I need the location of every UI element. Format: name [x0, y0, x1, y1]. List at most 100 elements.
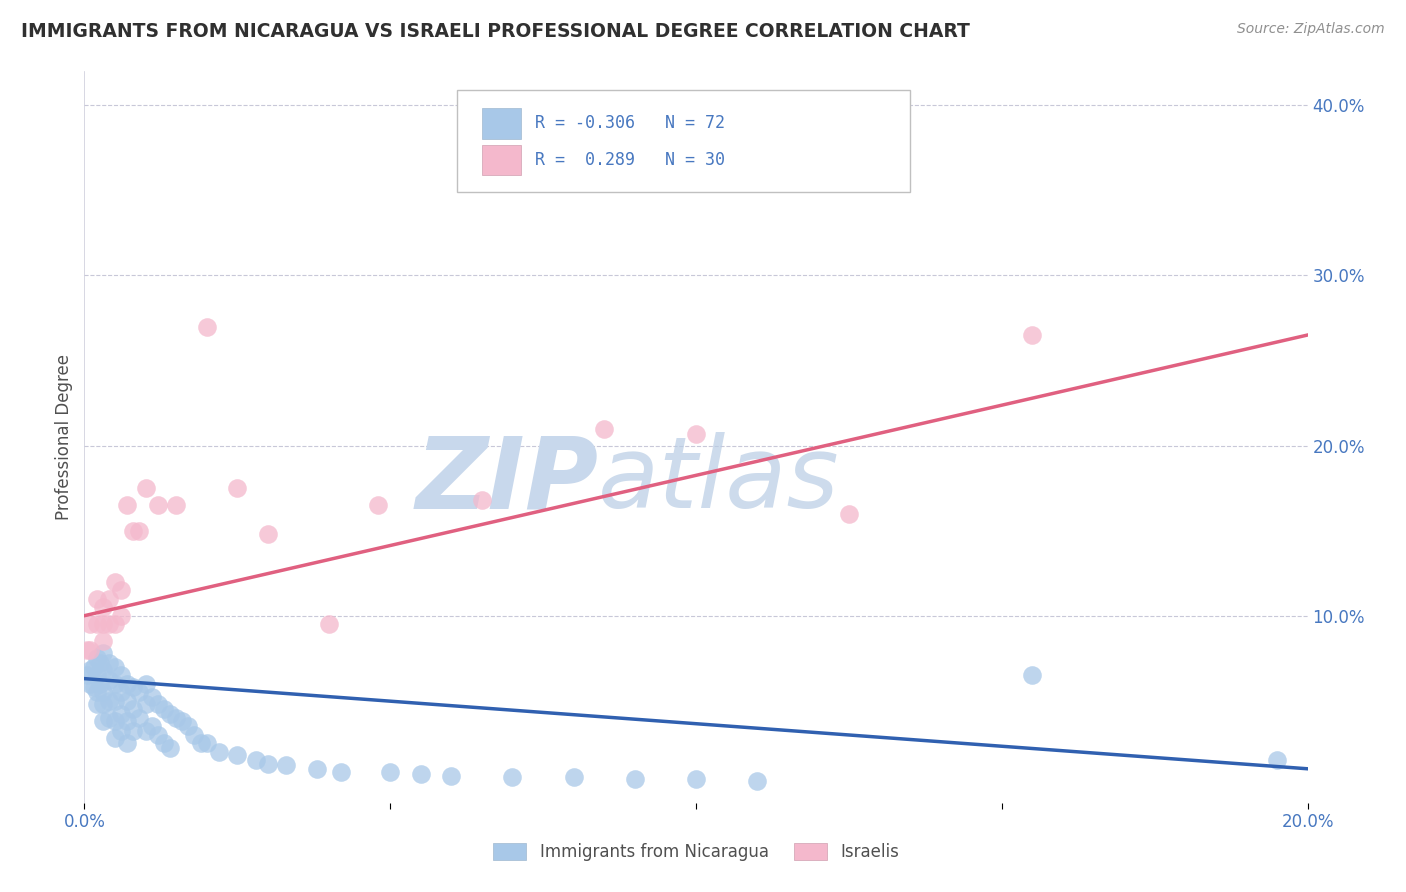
Point	[380, 765, 402, 780]
Point	[177, 719, 200, 733]
Point	[685, 426, 707, 441]
Y-axis label: Professional Degree: Professional Degree	[55, 354, 73, 520]
Point	[135, 724, 157, 739]
Point	[122, 702, 145, 716]
Point	[159, 707, 181, 722]
Point	[91, 617, 114, 632]
Point	[110, 685, 132, 699]
Text: R =  0.289   N = 30: R = 0.289 N = 30	[534, 151, 724, 169]
Point	[76, 668, 98, 682]
Point	[79, 617, 101, 632]
Point	[593, 421, 616, 435]
Point	[838, 507, 860, 521]
Point	[115, 694, 138, 708]
Point	[190, 736, 212, 750]
Point	[83, 680, 105, 694]
Point	[110, 707, 132, 722]
Point	[91, 600, 114, 615]
Point	[110, 608, 132, 623]
Point	[97, 617, 120, 632]
Point	[110, 583, 132, 598]
Point	[110, 724, 132, 739]
Point	[110, 668, 132, 682]
Point	[502, 770, 524, 784]
Point	[141, 690, 163, 705]
Bar	[482, 108, 522, 138]
Point	[128, 711, 150, 725]
Point	[122, 524, 145, 538]
Point	[1265, 753, 1288, 767]
Point	[135, 697, 157, 711]
Point	[153, 736, 176, 750]
Point	[624, 772, 647, 786]
Text: ZIP: ZIP	[415, 433, 598, 530]
Point	[91, 634, 114, 648]
Point	[104, 731, 127, 746]
Point	[76, 642, 98, 657]
Point	[305, 762, 328, 776]
Point	[86, 651, 108, 665]
Point	[91, 685, 114, 699]
Point	[318, 617, 340, 632]
Point	[97, 657, 120, 671]
Point	[165, 498, 187, 512]
Point	[135, 481, 157, 495]
Point	[1021, 668, 1043, 682]
Point	[195, 736, 218, 750]
Point	[367, 498, 389, 512]
Point	[208, 745, 231, 759]
Point	[471, 493, 494, 508]
Point	[104, 677, 127, 691]
Point	[104, 574, 127, 589]
Point	[409, 767, 432, 781]
Point	[159, 741, 181, 756]
Point	[128, 524, 150, 538]
Point	[330, 765, 353, 780]
Point	[257, 527, 280, 541]
Point	[86, 591, 108, 606]
Bar	[482, 145, 522, 175]
Point	[104, 714, 127, 728]
Point	[1021, 328, 1043, 343]
Point	[91, 663, 114, 677]
Point	[146, 728, 169, 742]
Point	[257, 756, 280, 771]
Point	[86, 668, 108, 682]
Point	[153, 702, 176, 716]
Point	[91, 646, 114, 660]
Point	[97, 694, 120, 708]
Point	[115, 736, 138, 750]
Point	[79, 677, 101, 691]
Point	[104, 617, 127, 632]
Point	[104, 659, 127, 673]
Point	[128, 685, 150, 699]
Point	[97, 591, 120, 606]
Point	[104, 694, 127, 708]
Legend: Immigrants from Nicaragua, Israelis: Immigrants from Nicaragua, Israelis	[486, 836, 905, 868]
Point	[195, 319, 218, 334]
Point	[226, 481, 249, 495]
Point	[89, 677, 111, 691]
Point	[141, 719, 163, 733]
Point	[115, 714, 138, 728]
Point	[86, 697, 108, 711]
Text: Source: ZipAtlas.com: Source: ZipAtlas.com	[1237, 22, 1385, 37]
Point	[146, 697, 169, 711]
Point	[165, 711, 187, 725]
Point	[245, 753, 267, 767]
Point	[86, 617, 108, 632]
Point	[122, 680, 145, 694]
Point	[83, 659, 105, 673]
Point	[146, 498, 169, 512]
Point	[97, 711, 120, 725]
Point	[183, 728, 205, 742]
Text: IMMIGRANTS FROM NICARAGUA VS ISRAELI PROFESSIONAL DEGREE CORRELATION CHART: IMMIGRANTS FROM NICARAGUA VS ISRAELI PRO…	[21, 22, 970, 41]
Text: R = -0.306   N = 72: R = -0.306 N = 72	[534, 114, 724, 132]
Point	[115, 498, 138, 512]
Point	[172, 714, 194, 728]
Point	[91, 714, 114, 728]
Point	[79, 642, 101, 657]
Point	[97, 673, 120, 688]
Point	[562, 770, 585, 784]
Point	[91, 697, 114, 711]
